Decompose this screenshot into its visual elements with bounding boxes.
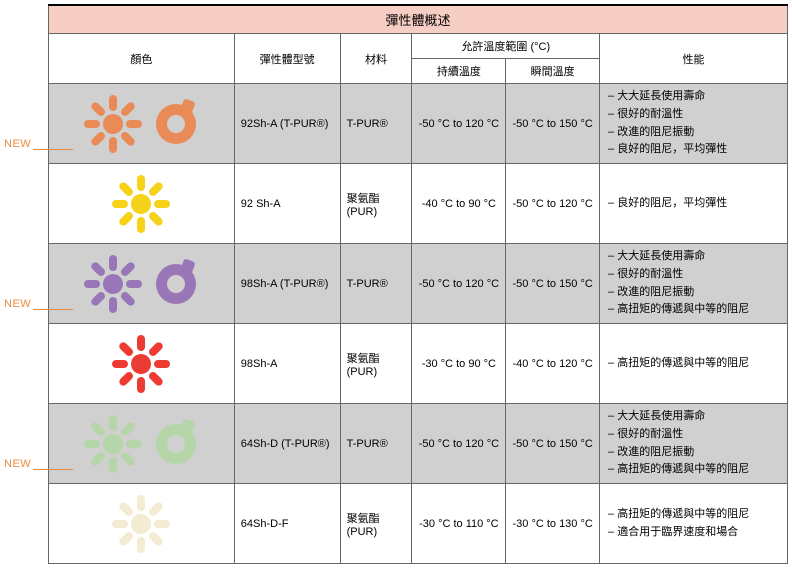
- cell-perf: – 高扭矩的傳遞與中等的阻尼: [600, 324, 788, 404]
- table-row: 98Sh-A (T-PUR®)T-PUR®-50 °C to 120 °C-50…: [49, 244, 788, 324]
- cell-model: 92 Sh-A: [234, 164, 340, 244]
- spider-icon: [114, 337, 168, 391]
- hdr-temp-group: 允許溫度範圍 (°C): [412, 34, 600, 59]
- hdr-color: 顏色: [49, 34, 235, 84]
- spider-icon: [86, 97, 140, 151]
- cell-perf: – 大大延長使用壽命– 很好的耐溫性– 改進的阻尼振動– 高扭矩的傳遞與中等的阻…: [600, 244, 788, 324]
- new-badge: NEW: [4, 458, 73, 470]
- cell-material: 聚氨酯(PUR): [340, 484, 412, 564]
- cell-perf: – 大大延長使用壽命– 很好的耐溫性– 改進的阻尼振動– 高扭矩的傳遞與中等的阻…: [600, 404, 788, 484]
- cell-color: [49, 324, 235, 404]
- cell-temp-inst: -50 °C to 120 °C: [506, 164, 600, 244]
- cell-model: 98Sh-A: [234, 324, 340, 404]
- cell-model: 92Sh-A (T-PUR®): [234, 84, 340, 164]
- cell-color: [49, 164, 235, 244]
- cell-temp-cont: -50 °C to 120 °C: [412, 244, 506, 324]
- page-root: 彈性體概述 顏色 彈性體型號 材料 允許溫度範圍 (°C) 性能 持續溫度 瞬間…: [4, 4, 788, 564]
- cell-temp-inst: -50 °C to 150 °C: [506, 244, 600, 324]
- spider-icon: [114, 177, 168, 231]
- cell-material: T-PUR®: [340, 244, 412, 324]
- cell-color: [49, 84, 235, 164]
- table-row: 64Sh-D (T-PUR®)T-PUR®-50 °C to 120 °C-50…: [49, 404, 788, 484]
- table-row: 64Sh-D-F聚氨酯(PUR)-30 °C to 110 °C-30 °C t…: [49, 484, 788, 564]
- cell-material: T-PUR®: [340, 84, 412, 164]
- cell-material: T-PUR®: [340, 404, 412, 484]
- cell-temp-cont: -50 °C to 120 °C: [412, 84, 506, 164]
- cell-temp-cont: -50 °C to 120 °C: [412, 404, 506, 484]
- cell-temp-inst: -50 °C to 150 °C: [506, 84, 600, 164]
- hdr-temp-inst: 瞬間溫度: [506, 59, 600, 84]
- cell-color: [49, 404, 235, 484]
- hdr-perf: 性能: [600, 34, 788, 84]
- ring-icon: [156, 264, 196, 304]
- table-head: 彈性體概述 顏色 彈性體型號 材料 允許溫度範圍 (°C) 性能 持續溫度 瞬間…: [49, 5, 788, 84]
- cell-material: 聚氨酯(PUR): [340, 164, 412, 244]
- cell-perf: – 大大延長使用壽命– 很好的耐溫性– 改進的阻尼振動– 良好的阻尼，平均彈性: [600, 84, 788, 164]
- spider-icon: [86, 417, 140, 471]
- table-row: 92 Sh-A聚氨酯(PUR)-40 °C to 90 °C-50 °C to …: [49, 164, 788, 244]
- cell-temp-inst: -50 °C to 150 °C: [506, 404, 600, 484]
- ring-icon: [156, 424, 196, 464]
- new-badge: NEW: [4, 298, 73, 310]
- spider-table: 彈性體概述 顏色 彈性體型號 材料 允許溫度範圍 (°C) 性能 持續溫度 瞬間…: [48, 4, 788, 564]
- hdr-temp-cont: 持續溫度: [412, 59, 506, 84]
- table-title: 彈性體概述: [49, 5, 788, 34]
- cell-model: 98Sh-A (T-PUR®): [234, 244, 340, 324]
- cell-temp-cont: -40 °C to 90 °C: [412, 164, 506, 244]
- spider-icon: [86, 257, 140, 311]
- cell-temp-inst: -40 °C to 120 °C: [506, 324, 600, 404]
- cell-model: 64Sh-D-F: [234, 484, 340, 564]
- cell-perf: – 高扭矩的傳遞與中等的阻尼– 適合用于臨界速度和場合: [600, 484, 788, 564]
- table-row: 98Sh-A聚氨酯(PUR)-30 °C to 90 °C-40 °C to 1…: [49, 324, 788, 404]
- spider-icon: [114, 497, 168, 551]
- cell-color: [49, 244, 235, 324]
- hdr-model: 彈性體型號: [234, 34, 340, 84]
- cell-model: 64Sh-D (T-PUR®): [234, 404, 340, 484]
- table-body: 92Sh-A (T-PUR®)T-PUR®-50 °C to 120 °C-50…: [49, 84, 788, 564]
- hdr-material: 材料: [340, 34, 412, 84]
- cell-material: 聚氨酯(PUR): [340, 324, 412, 404]
- cell-color: [49, 484, 235, 564]
- cell-temp-cont: -30 °C to 90 °C: [412, 324, 506, 404]
- cell-temp-inst: -30 °C to 130 °C: [506, 484, 600, 564]
- ring-icon: [156, 104, 196, 144]
- cell-perf: – 良好的阻尼，平均彈性: [600, 164, 788, 244]
- table-row: 92Sh-A (T-PUR®)T-PUR®-50 °C to 120 °C-50…: [49, 84, 788, 164]
- cell-temp-cont: -30 °C to 110 °C: [412, 484, 506, 564]
- new-badge: NEW: [4, 138, 73, 150]
